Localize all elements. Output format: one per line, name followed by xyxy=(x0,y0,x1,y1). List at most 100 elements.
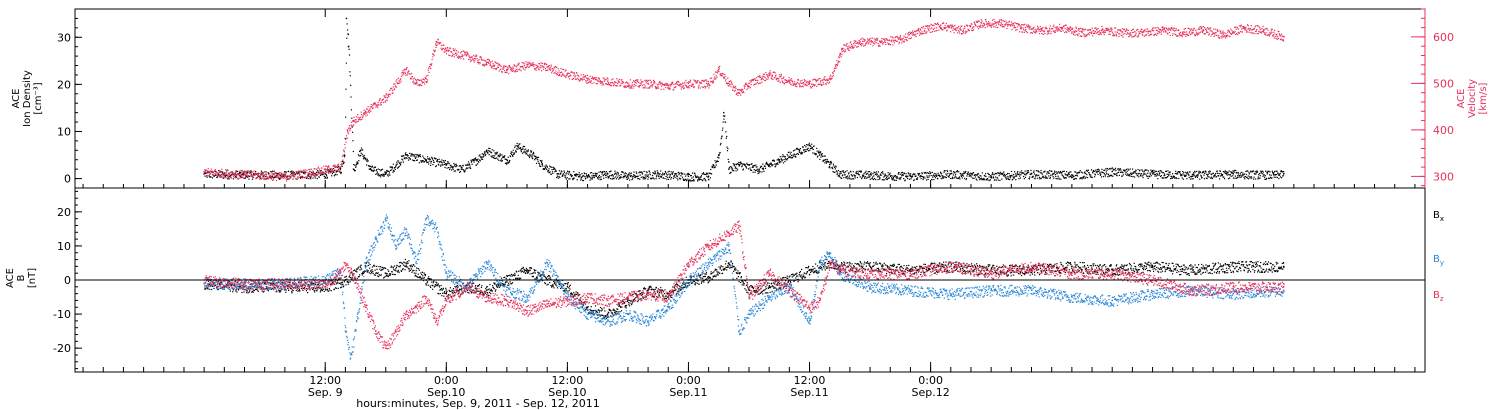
density-dot xyxy=(445,164,448,166)
velocity-dot xyxy=(409,77,412,79)
density-dot xyxy=(1248,173,1251,175)
density-dot xyxy=(327,170,329,172)
velocity-dot xyxy=(589,81,592,84)
density-dot xyxy=(566,177,568,179)
velocity-dot xyxy=(866,38,869,40)
velocity-dot xyxy=(821,84,823,86)
velocity-dot xyxy=(455,54,457,57)
density-dot xyxy=(1208,171,1210,173)
density-dot xyxy=(586,174,588,176)
density-dot xyxy=(714,160,716,162)
density-dot xyxy=(597,176,599,179)
density-dot xyxy=(355,163,358,165)
velocity-dot xyxy=(270,178,272,180)
density-dot xyxy=(476,163,479,165)
velocity-dot xyxy=(820,84,822,87)
density-dot xyxy=(832,163,835,165)
velocity-dot xyxy=(718,71,720,73)
density-dot xyxy=(952,174,954,176)
density-dot xyxy=(1006,176,1008,178)
density-dot xyxy=(1139,169,1141,171)
density-dot xyxy=(812,148,814,151)
density-dot xyxy=(518,143,520,145)
density-dot xyxy=(974,176,977,178)
density-dot xyxy=(863,172,865,175)
density-dot xyxy=(1216,171,1218,173)
velocity-dot xyxy=(272,179,275,181)
density-dot xyxy=(410,153,413,155)
velocity-dot xyxy=(864,39,866,41)
density-dot xyxy=(1036,175,1038,177)
density-dot xyxy=(617,176,619,178)
density-dot xyxy=(473,159,475,162)
density-dot xyxy=(204,172,207,174)
density-dot xyxy=(402,159,404,161)
velocity-dot xyxy=(369,109,371,111)
density-dot xyxy=(1192,178,1194,180)
density-dot xyxy=(1130,173,1132,175)
density-dot xyxy=(1122,174,1124,176)
density-dot xyxy=(895,176,897,178)
density-dot xyxy=(1265,170,1267,172)
velocity-dot xyxy=(741,88,743,90)
density-dot xyxy=(753,165,755,167)
density-dot xyxy=(455,166,457,168)
density-dot xyxy=(638,171,640,173)
velocity-dot xyxy=(681,82,684,84)
velocity-dot xyxy=(884,39,886,41)
velocity-dot xyxy=(743,87,746,89)
velocity-dot xyxy=(233,173,235,175)
velocity-dot xyxy=(291,174,293,176)
density-dot xyxy=(810,145,812,148)
velocity-dot xyxy=(275,172,277,174)
density-dot xyxy=(1057,175,1059,177)
velocity-dot xyxy=(504,66,507,68)
density-dot xyxy=(1268,178,1270,180)
density-dot xyxy=(930,172,932,174)
density-dot xyxy=(842,170,844,172)
density-dot xyxy=(996,177,999,179)
velocity-dot xyxy=(752,79,755,81)
velocity-dot xyxy=(833,70,836,72)
velocity-dot xyxy=(365,115,367,117)
density-dot xyxy=(958,177,960,179)
density-dot xyxy=(498,155,500,157)
velocity-dot xyxy=(226,169,228,171)
density-dot xyxy=(579,174,581,176)
density-dot xyxy=(547,170,549,172)
density-dot xyxy=(777,163,779,165)
density-dot xyxy=(738,165,740,167)
velocity-dot xyxy=(818,78,820,80)
velocity-dot xyxy=(836,65,838,67)
velocity-dot xyxy=(287,177,289,179)
velocity-dot xyxy=(598,78,601,80)
velocity-dot xyxy=(750,83,752,86)
density-dot xyxy=(1233,171,1235,173)
velocity-dot xyxy=(382,98,384,100)
velocity-dot xyxy=(889,44,892,46)
density-dot xyxy=(954,171,956,174)
density-dot xyxy=(1093,176,1096,178)
density-dot xyxy=(241,174,243,176)
density-dot xyxy=(1012,178,1014,181)
density-dot xyxy=(1183,174,1185,176)
velocity-dot xyxy=(668,87,670,89)
velocity-dot xyxy=(785,81,788,83)
density-dot xyxy=(712,166,714,169)
density-dot xyxy=(837,173,839,175)
density-dot xyxy=(1111,167,1114,169)
density-dot xyxy=(952,177,954,179)
density-dot xyxy=(222,177,224,179)
velocity-dot xyxy=(624,86,626,88)
velocity-dot xyxy=(354,119,356,121)
density-dot xyxy=(985,175,987,177)
density-dot xyxy=(674,173,676,175)
density-dot xyxy=(1279,174,1281,176)
density-dot xyxy=(1059,170,1062,173)
velocity-dot xyxy=(882,43,884,45)
velocity-dot xyxy=(502,65,505,67)
density-dot xyxy=(1056,178,1058,180)
density-dot xyxy=(928,176,930,178)
velocity-dot xyxy=(207,170,209,172)
density-dot xyxy=(721,129,724,131)
